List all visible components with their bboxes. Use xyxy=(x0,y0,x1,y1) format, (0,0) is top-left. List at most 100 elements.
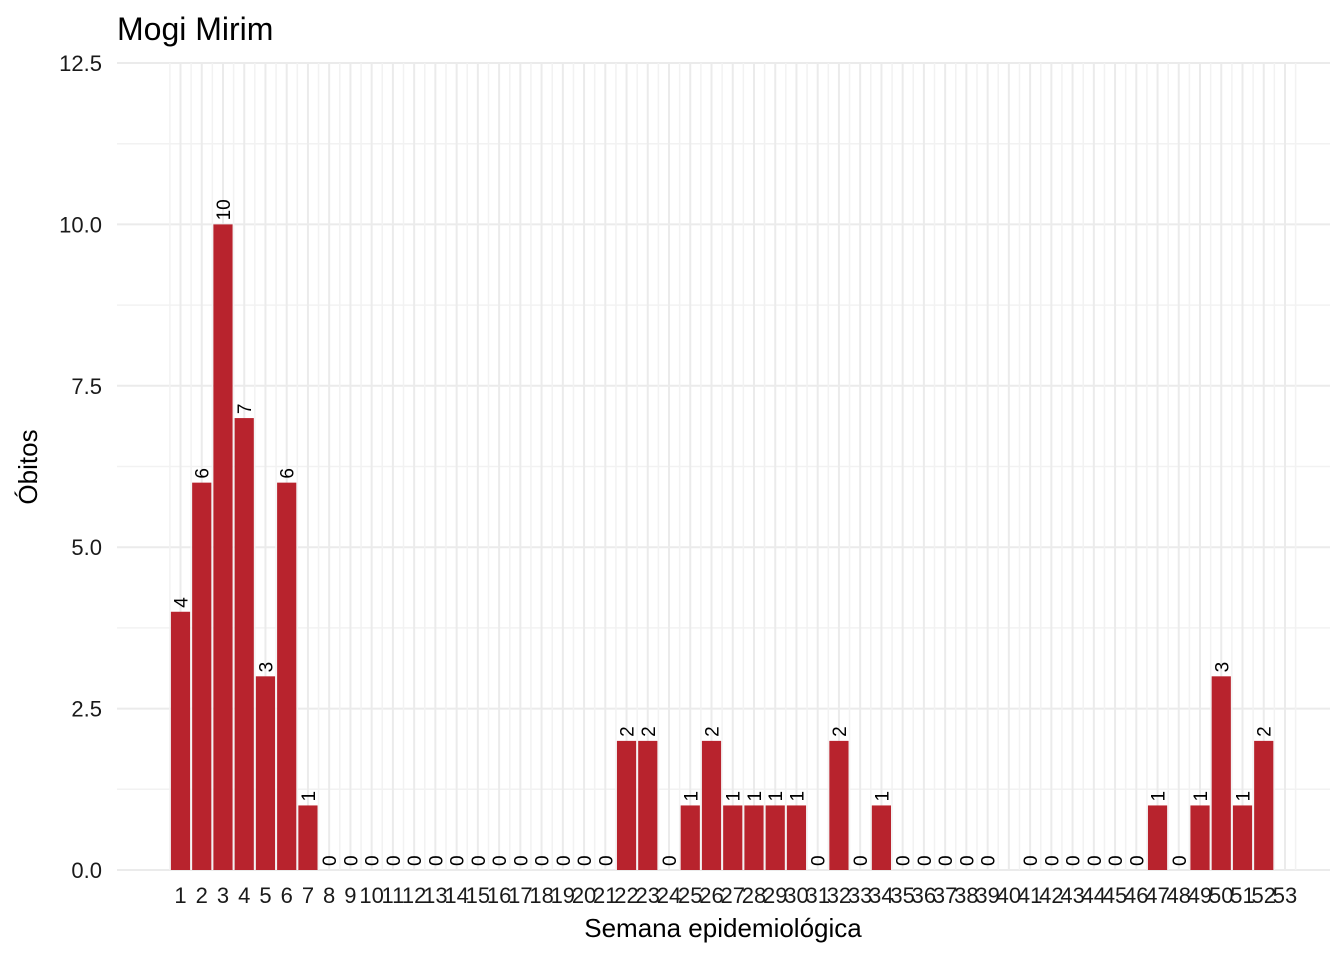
x-tick-label: 2 xyxy=(196,883,208,908)
bar-value-label: 0 xyxy=(511,855,532,866)
x-tick-label: 40 xyxy=(997,883,1021,908)
bar-value-label: 7 xyxy=(235,404,256,415)
x-tick-label: 51 xyxy=(1230,883,1254,908)
bar-value-label: 0 xyxy=(936,855,957,866)
x-tick-label: 42 xyxy=(1039,883,1063,908)
bar-value-label: 6 xyxy=(278,468,299,479)
bar-value-label: 0 xyxy=(320,855,341,866)
bar-value-label: 0 xyxy=(533,855,554,866)
bar-value-label: 0 xyxy=(1064,855,1085,866)
bar xyxy=(871,805,892,870)
bar xyxy=(701,740,722,870)
x-tick-label: 24 xyxy=(657,883,681,908)
bar-value-label: 1 xyxy=(1191,791,1212,802)
x-tick-label: 3 xyxy=(217,883,229,908)
bar xyxy=(765,805,785,870)
bar xyxy=(680,805,700,870)
x-tick-label: 49 xyxy=(1188,883,1212,908)
x-tick-label: 1 xyxy=(174,883,186,908)
bar-value-label: 0 xyxy=(554,855,575,866)
bar xyxy=(213,224,233,870)
bar-value-label: 1 xyxy=(787,791,808,802)
bar-value-label: 0 xyxy=(1127,855,1148,866)
bar-value-label: 2 xyxy=(639,726,660,737)
bar-value-label: 2 xyxy=(703,726,724,737)
bar-value-label: 0 xyxy=(490,855,511,866)
x-tick-label: 35 xyxy=(890,883,914,908)
bar-value-label: 1 xyxy=(745,791,766,802)
x-tick-label: 45 xyxy=(1103,883,1127,908)
bar-value-label: 0 xyxy=(575,855,596,866)
bar-value-label: 6 xyxy=(193,468,214,479)
x-tick-label: 14 xyxy=(444,883,468,908)
x-axis-label: Semana epidemiológica xyxy=(584,913,862,943)
x-tick-label: 19 xyxy=(551,883,575,908)
x-tick-label: 43 xyxy=(1060,883,1084,908)
x-tick-label: 37 xyxy=(933,883,957,908)
bar xyxy=(192,482,212,870)
bar xyxy=(786,805,807,870)
bar-value-label: 0 xyxy=(596,855,617,866)
bar xyxy=(829,740,849,870)
bar-value-label: 0 xyxy=(894,855,915,866)
bar-value-label: 0 xyxy=(915,855,936,866)
bar-value-label: 0 xyxy=(448,855,469,866)
bar xyxy=(170,611,191,870)
bar-value-label: 2 xyxy=(830,726,851,737)
chart-title: Mogi Mirim xyxy=(117,11,273,47)
x-tick-label: 33 xyxy=(848,883,872,908)
y-tick-label: 2.5 xyxy=(71,697,102,722)
bar-value-label: 0 xyxy=(1042,855,1063,866)
bar-value-label: 2 xyxy=(1255,726,1276,737)
x-tick-label: 34 xyxy=(869,883,893,908)
bar xyxy=(1190,805,1210,870)
bar-value-label: 1 xyxy=(299,791,320,802)
x-tick-label: 28 xyxy=(742,883,766,908)
bar-value-label: 4 xyxy=(172,597,193,608)
x-tick-label: 11 xyxy=(381,883,404,908)
x-tick-label: 8 xyxy=(323,883,335,908)
y-tick-label: 12.5 xyxy=(59,51,102,76)
bar xyxy=(234,418,254,870)
bar-value-label: 0 xyxy=(809,855,830,866)
x-tick-label: 12 xyxy=(402,883,426,908)
x-tick-label: 53 xyxy=(1273,883,1297,908)
bar-value-label: 0 xyxy=(660,855,681,866)
bar-value-label: 0 xyxy=(469,855,490,866)
y-tick-label: 10.0 xyxy=(59,212,102,237)
x-tick-label: 29 xyxy=(763,883,787,908)
bar xyxy=(616,740,637,870)
bar-value-label: 1 xyxy=(1234,791,1255,802)
bar xyxy=(255,676,276,870)
x-tick-label: 47 xyxy=(1145,883,1169,908)
x-tick-label: 41 xyxy=(1018,883,1042,908)
x-tick-label: 23 xyxy=(636,883,660,908)
x-tick-layer: 1 2 3 4 5 6 7 8 9 1011121314151617181920212223242… xyxy=(174,883,1297,908)
bar-value-label: 0 xyxy=(405,855,426,866)
bar-value-label: 0 xyxy=(1021,855,1042,866)
x-tick-label: 15 xyxy=(466,883,490,908)
x-tick-label: 5 xyxy=(259,883,271,908)
y-axis-label: Óbitos xyxy=(13,429,43,504)
x-tick-label: 9 xyxy=(344,883,356,908)
bar-value-label: 1 xyxy=(766,791,787,802)
x-tick-label: 32 xyxy=(827,883,851,908)
bar-value-label: 0 xyxy=(851,855,872,866)
bar xyxy=(638,740,658,870)
bar-layer xyxy=(170,224,1274,870)
bar-value-label: 0 xyxy=(426,855,447,866)
x-tick-label: 21 xyxy=(593,883,617,908)
x-tick-label: 38 xyxy=(954,883,978,908)
x-tick-label: 4 xyxy=(238,883,250,908)
x-tick-label: 30 xyxy=(784,883,808,908)
bar-value-label: 10 xyxy=(214,199,235,220)
bar-value-label: 3 xyxy=(1212,662,1233,673)
bar-value-label: 0 xyxy=(341,855,362,866)
bar xyxy=(744,805,764,870)
y-tick-label: 5.0 xyxy=(71,535,102,560)
bar xyxy=(1211,676,1231,870)
bar xyxy=(1147,805,1168,870)
